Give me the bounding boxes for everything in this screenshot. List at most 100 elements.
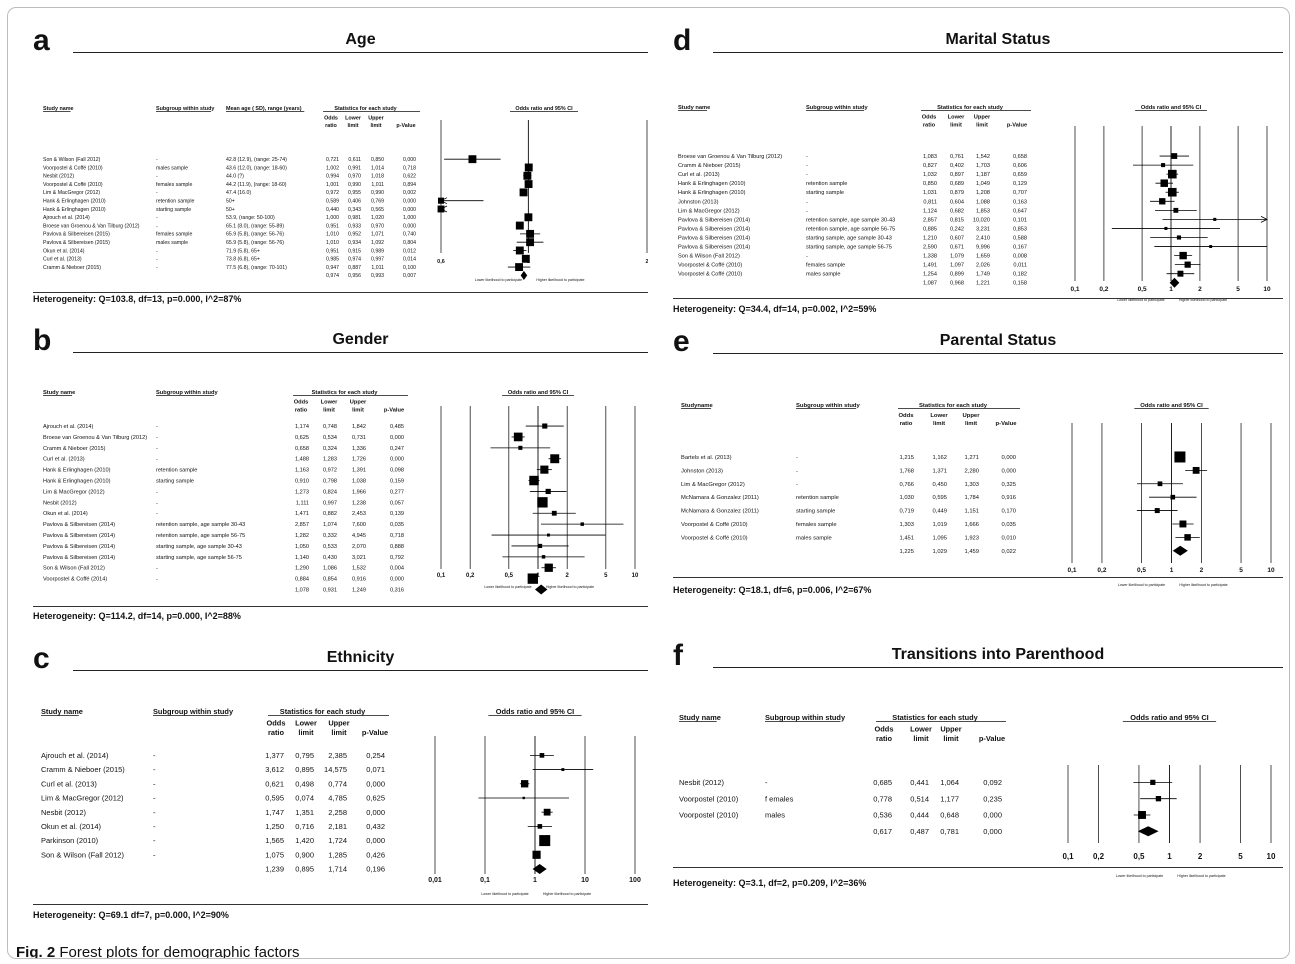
col-header-study: Study name [679,713,721,722]
col-header-p: p-Value [384,407,404,413]
p-value: 0,853 [1013,226,1027,232]
lower-limit: 1,019 [932,522,947,528]
axis-tick-label: 0,5 [505,573,514,579]
lower-limit: 0,882 [323,511,337,517]
heterogeneity-rule [673,298,1283,299]
subgroup: retention sample, age sample 30-43 [806,217,895,223]
subgroup: males sample [156,165,188,171]
point-estimate [1184,534,1191,541]
upper-limit: 1,151 [964,509,979,515]
upper-limit: 1,064 [940,778,959,787]
study-row: Hank & Erlinghagen (2010) retention sampl… [43,465,552,474]
col-header-or-2: ratio [876,734,893,743]
point-estimate [1179,520,1187,528]
lower-limit: 0,897 [950,172,964,178]
subgroup: retention sample [156,468,197,474]
odds-ratio: 0,850 [923,181,937,187]
study-name: Pavlova & Silbereisen (2014) [678,226,750,232]
upper-limit: 0,997 [371,257,384,263]
p-value: 0,000 [366,836,385,845]
point-estimate [437,205,445,213]
subgroup: females sample [806,263,845,269]
lower-limit: 0,991 [348,165,361,171]
heterogeneity-stat: Heterogeneity: Q=34.4, df=14, p=0.002, I… [673,304,877,314]
axis-tick-label: 10 [1263,286,1271,293]
col-header-ul-2: limit [965,421,977,427]
subgroup: - [156,566,158,572]
forest-plot: Study name Subgroup within study Statistic… [679,713,1276,878]
lower-limit: 0,915 [348,248,361,254]
odds-ratio: 1,031 [923,190,937,196]
p-value: 0,247 [390,446,404,452]
odds-ratio: 0,536 [873,811,892,820]
upper-limit: 2,280 [964,468,979,474]
axis-tick-label: 10 [581,877,589,884]
lower-limit: 0,611 [348,157,361,163]
pooled-ul: 1,221 [976,281,990,287]
col-header-or-1: Odds [267,718,286,727]
point-estimate [541,555,546,559]
panel-title: Ethnicity [326,649,395,666]
odds-ratio: 1,050 [295,544,309,550]
study-row: Okun et al. (2014) - 1,250 0,716 2,181 0,432 [41,822,552,831]
point-estimate [529,475,539,486]
study-name: Okun et al. (2014) [41,822,102,831]
study-row: Hank & Erlinghagen (2010) retention sampl… [678,179,1173,187]
point-estimate [1176,235,1182,240]
subgroup: - [156,174,158,180]
study-row: Hank & Erlinghagen (2010) retention sampl… [43,197,484,205]
lower-limit: 0,498 [295,779,314,788]
title-rule [713,353,1283,354]
pooled-ll: 0,487 [910,827,929,836]
subgroup: - [806,172,808,178]
panel-title: Gender [332,331,389,348]
study-name: Curl et al. (2013) [41,779,97,788]
odds-ratio: 1,471 [295,511,309,517]
upper-limit: 9,996 [976,245,990,251]
lower-limit: 0,324 [323,446,337,452]
point-estimate [1159,198,1166,205]
pooled-ul: 0,993 [371,273,384,279]
lower-limit: 0,970 [348,174,361,180]
lower-limit: 0,332 [323,533,337,539]
upper-limit: 10,020 [973,217,990,223]
study-row: Broese van Groenou & Van Tilburg (2012) -… [43,221,524,230]
p-value: 0,647 [1013,208,1027,214]
mean-age: 44.2 (11.9), (range: 18-60) [226,182,287,188]
subgroup: retention sample [156,199,194,205]
subgroup: - [156,577,158,583]
study-name: Okun et al. (2014) [43,248,85,254]
study-row: Voorpostel & Coffé (2014) - 0,884 0,854 0,91… [43,573,538,584]
panel-d: d Marital Status Study name Subgroup within… [673,24,1283,324]
upper-limit: 0,731 [352,435,366,441]
axis-tick-label: 5 [1238,852,1243,861]
lower-limit: 0,533 [323,544,337,550]
pooled-ul: 1,714 [328,865,347,874]
pooled-or: 1,239 [265,865,284,874]
study-row: Lim & MacGregor (2012) - 1,273 0,824 1,966 0,… [43,488,567,495]
study-name: Voorpostel & Coffé (2010) [43,165,103,171]
lower-limit: 0,449 [932,509,947,515]
lower-limit: 0,761 [950,154,964,160]
upper-limit: 1,659 [976,254,990,260]
upper-limit: 1,724 [328,836,347,845]
col-header-ll-1: Lower [295,718,317,727]
odds-ratio: 0,625 [295,435,309,441]
upper-limit: 0,990 [371,190,384,196]
point-estimate [539,835,551,847]
caption-text: Forest plots for demographic factors [59,944,300,959]
col-header-ll-1: Lower [948,115,966,121]
p-value: 0,012 [403,248,416,254]
mean-age: 77.5 (6.8), (range: 70-101) [226,265,287,271]
heterogeneity-rule [33,292,648,293]
col-header-or-1: Odds [294,400,309,406]
pooled-diamond [520,270,528,280]
odds-ratio: 2,857 [923,217,937,223]
panel-title: Parental Status [939,332,1057,349]
p-value: 0,008 [1013,254,1027,260]
lower-limit: 0,795 [295,751,314,760]
study-row: Pavlova & Silbereisen (2015) males sample… [43,238,544,247]
odds-ratio: 0,947 [326,265,339,271]
point-estimate [1177,270,1184,277]
p-value: 0,098 [390,468,404,474]
